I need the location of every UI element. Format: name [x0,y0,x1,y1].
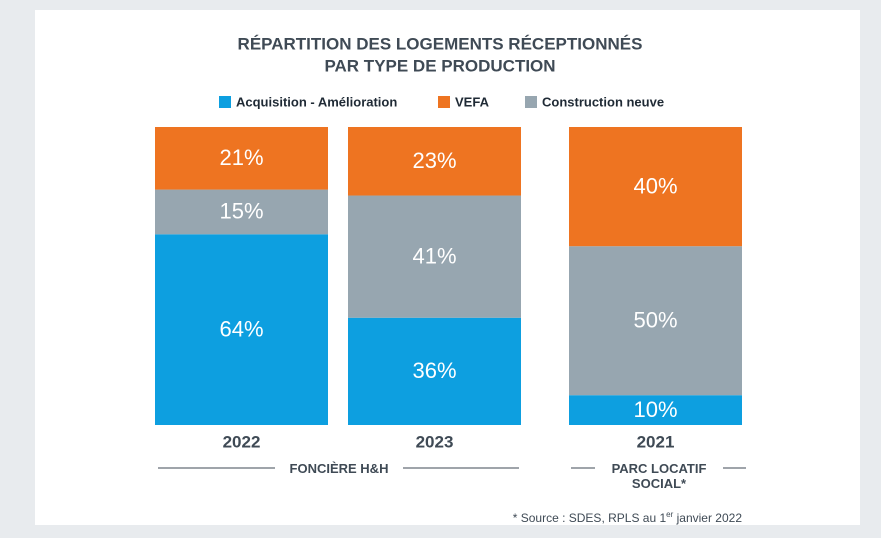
bar-segment [348,127,521,196]
legend-label: Construction neuve [542,94,664,109]
legend-label: VEFA [455,94,490,109]
bar-segment [569,395,742,425]
data-label: 50% [633,308,677,333]
data-label: 40% [633,173,677,198]
data-label: 23% [412,148,456,173]
data-label: 64% [219,316,263,341]
data-label: 41% [412,243,456,268]
footnote-text: janvier 2022 [673,511,742,525]
footnote-sup: er [666,510,673,519]
x-tick-label: 2023 [416,432,454,451]
bar-segment [348,195,521,318]
chart-title: PAR TYPE DE PRODUCTION [324,56,555,75]
bar-segment [155,234,328,425]
data-label: 21% [219,145,263,170]
bar-segment [569,127,742,247]
chart-title: RÉPARTITION DES LOGEMENTS RÉCEPTIONNÉS [238,34,643,53]
data-label: 36% [412,358,456,383]
data-label: 10% [633,397,677,422]
legend-label: Acquisition - Amélioration [236,94,397,109]
x-tick-label: 2022 [223,432,261,451]
legend-swatch [219,96,231,108]
bar-segment [569,246,742,396]
bar-segment [155,189,328,235]
bar-segment [155,127,328,190]
legend-swatch [525,96,537,108]
footnote-text: * Source : SDES, RPLS au 1 [513,511,667,525]
x-tick-label: 2021 [637,432,675,451]
data-label: 15% [219,199,263,224]
bar-segment [348,317,521,425]
footnote: * Source : SDES, RPLS au 1er janvier 202… [513,510,743,525]
group-label: FONCIÈRE H&H [289,461,389,476]
legend-swatch [438,96,450,108]
group-label: PARC LOCATIF SOCIAL* [611,461,707,491]
